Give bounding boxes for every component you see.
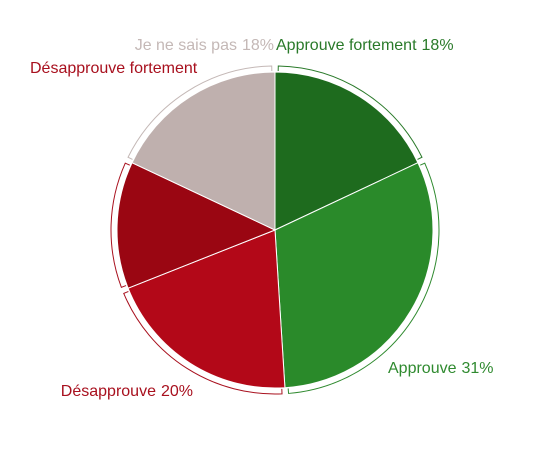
- leader-line: [110, 162, 131, 288]
- pie-slice: [116, 162, 277, 289]
- slice-label-name: Approuve: [388, 360, 457, 377]
- pie-slice: [127, 229, 286, 389]
- slice-label: Désapprouve 20%: [61, 383, 193, 400]
- pie-slice: [274, 71, 419, 231]
- slice-label: Approuve fortement 18%: [276, 37, 454, 54]
- pie-slice: [131, 71, 276, 231]
- slice-label: Approuve 31%: [388, 360, 494, 377]
- slice-label-name: Désapprouve: [61, 383, 156, 400]
- slice-label-name: Désapprouve fortement: [30, 60, 198, 77]
- slice-label-value: 18%: [422, 37, 454, 54]
- slice-label-value: 20%: [161, 383, 193, 400]
- slice-label-name: Approuve fortement: [276, 37, 417, 54]
- leader-line: [287, 162, 440, 394]
- slice-label-name: Je ne sais pas: [135, 37, 237, 54]
- leader-line: [277, 65, 423, 160]
- slice-label: Désapprouve fortement: [30, 60, 198, 77]
- leader-line: [127, 65, 273, 160]
- pie-slice: [274, 162, 434, 389]
- slice-label-value: 31%: [462, 360, 494, 377]
- slice-label-value: 18%: [242, 37, 274, 54]
- leader-line: [123, 291, 283, 395]
- slice-label: Je ne sais pas 18%: [135, 37, 274, 54]
